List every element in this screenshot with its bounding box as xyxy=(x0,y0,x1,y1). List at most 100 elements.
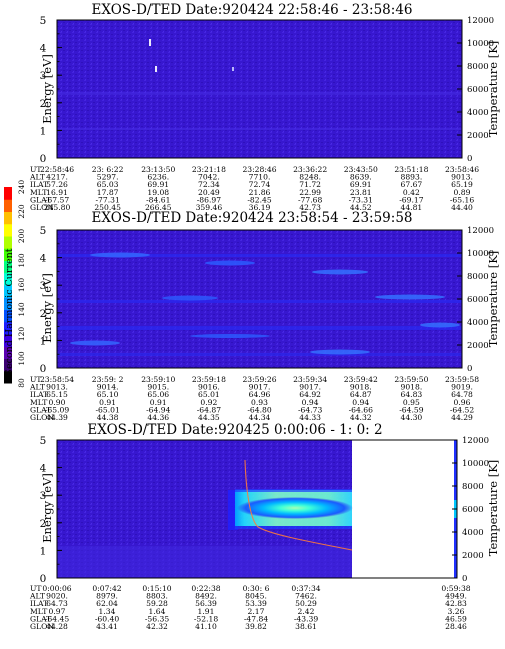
y-tick-label: 1 xyxy=(40,335,47,347)
panel-3-y-ticks: 0 1 2 3 4 5 xyxy=(40,435,62,585)
annotation-value: 65.10 xyxy=(97,390,119,399)
annotation-value: -69.17 xyxy=(399,195,423,204)
annotation-value: 38.61 xyxy=(295,622,317,631)
colorbar-swatches xyxy=(4,187,12,384)
annotation-value: 65.01 xyxy=(198,390,220,399)
annotation-value: 23:59:50 xyxy=(394,375,428,384)
colorbar-swatch xyxy=(4,236,12,249)
right-tick-label: 6000 xyxy=(462,505,484,515)
annotation-value: 23:59:18 xyxy=(192,375,226,384)
annotation-value: -64.94 xyxy=(146,405,170,414)
annotation-value: 9013. xyxy=(451,173,473,182)
panel-2-ylabel: Energy [eV] xyxy=(40,273,54,343)
annotation-value: 28.46 xyxy=(445,622,467,631)
annotation-value: 44.29 xyxy=(451,413,473,422)
colorbar-tick-label: 200 xyxy=(17,229,26,244)
colorbar-swatch xyxy=(4,346,12,359)
annotation-row-label: MLT xyxy=(30,398,47,407)
right-tick-label: 2000 xyxy=(467,131,489,141)
annotation-value: -47.84 xyxy=(244,614,268,623)
annotation-row-label: GLAT xyxy=(30,195,51,204)
colorbar-tick-label: 180 xyxy=(17,253,26,268)
colorbar-tick-label: 140 xyxy=(17,302,26,317)
panel-1: EXOS-D/TED Date:920424 22:58:46 - 23:58:… xyxy=(29,2,500,212)
annotation-value: 57.26 xyxy=(46,180,68,189)
panel-1-plot-area xyxy=(57,20,462,158)
right-tick-label: 12000 xyxy=(467,226,494,236)
colorbar-swatch xyxy=(4,370,12,384)
panel-1-y-ticks: 0 1 2 3 4 5 xyxy=(40,15,62,165)
annotation-value: 23:59:26 xyxy=(242,375,276,384)
annotation-value: -64.59 xyxy=(399,405,423,414)
right-tick-label: 10000 xyxy=(467,249,494,259)
annotation-value: 67.67 xyxy=(401,180,423,189)
annotation-value: 44.30 xyxy=(401,413,423,422)
annotation-value: 69.91 xyxy=(147,180,169,189)
colorbar-label: Second Harmonic Current xyxy=(4,248,15,375)
y-tick-label: 2 xyxy=(40,308,47,320)
annotation-row-label: ALT xyxy=(29,383,45,392)
right-tick-label: 4000 xyxy=(467,318,489,328)
annotation-row-label: UT xyxy=(30,375,41,384)
annotation-value: 71.72 xyxy=(299,180,321,189)
annotation-value: -64.73 xyxy=(298,405,322,414)
right-tick-label: 4000 xyxy=(467,108,489,118)
panel-2-right-ticks: 0 2000 4000 6000 8000 10000 12000 xyxy=(457,226,494,374)
annotation-value: -60.40 xyxy=(95,614,119,623)
panel-1-right-ticks: 0 2000 4000 6000 8000 10000 12000 xyxy=(457,16,494,164)
annotation-value: 59.28 xyxy=(146,599,168,608)
right-tick-label: 0 xyxy=(467,154,472,164)
right-tick-label: 0 xyxy=(467,364,472,374)
annotation-value: -84.61 xyxy=(146,195,170,204)
annotation-value: 1.91 xyxy=(198,607,215,616)
annotation-value: 46.59 xyxy=(445,614,467,623)
annotation-value: 7462. xyxy=(295,592,317,601)
annotation-value: 9015. xyxy=(147,383,169,392)
colorbar-ticks: 80 100 120 140 160 180 200 220 240 xyxy=(17,180,26,388)
y-tick-label: 2 xyxy=(40,518,47,530)
panel-3-ylabel-right: Temperature [K] xyxy=(486,460,500,557)
annotation-value: 44.34 xyxy=(249,413,271,422)
annotation-value: 23.81 xyxy=(350,188,372,197)
annotation-value: 9013. xyxy=(46,383,68,392)
annotation-value: 64.78 xyxy=(451,390,473,399)
panel-3-plot-features xyxy=(57,440,457,578)
colorbar-swatch xyxy=(4,285,12,298)
annotation-value: 9018. xyxy=(350,383,372,392)
right-tick-label: 12000 xyxy=(462,436,489,446)
annotation-value: 9020. xyxy=(46,592,68,601)
annotation-row-label: GLON xyxy=(30,413,54,422)
annotation-value: -77.68 xyxy=(298,195,322,204)
panel-3-right-ticks: 0 2000 4000 6000 8000 10000 12000 xyxy=(452,436,489,584)
annotation-row-label: GLON xyxy=(30,622,54,631)
annotation-value: 7042. xyxy=(198,173,220,182)
annotation-value: 21.86 xyxy=(249,188,271,197)
right-tick-label: 8000 xyxy=(462,482,484,492)
annotation-value: 0:00:06 xyxy=(42,584,71,593)
annotation-row-label: GLON xyxy=(30,203,54,212)
annotation-value: -67.57 xyxy=(45,195,69,204)
annotation-value: 16.91 xyxy=(46,188,68,197)
colorbar-tick-label: 100 xyxy=(17,351,26,366)
panel-3-ylabel: Energy [eV] xyxy=(40,473,54,543)
annotation-value: 64.83 xyxy=(401,390,423,399)
panel-2: EXOS-D/TED Date:920424 23:58:54 - 23:59:… xyxy=(29,210,500,422)
colorbar-swatch xyxy=(4,272,12,286)
annotation-value: -65.09 xyxy=(45,405,69,414)
panel-3-empty-area xyxy=(352,440,455,578)
annotation-value: 3.26 xyxy=(448,607,465,616)
colorbar-tick-label: 160 xyxy=(17,278,26,293)
annotation-value: 8803. xyxy=(146,592,168,601)
annotation-row-label: UT xyxy=(30,165,41,174)
annotation-value: 72.34 xyxy=(198,180,220,189)
annotation-row-label: ILAT xyxy=(30,390,48,399)
y-tick-label: 3 xyxy=(40,490,47,502)
annotation-value: -52.18 xyxy=(194,614,218,623)
annotation-value: 6236. xyxy=(147,173,169,182)
annotation-value: 0.96 xyxy=(454,398,471,407)
annotation-value: 0:07:42 xyxy=(92,584,121,593)
annotation-value: -77.31 xyxy=(95,195,119,204)
annotation-value: 44.36 xyxy=(147,413,169,422)
colorbar: 80 100 120 140 160 180 200 220 240 Second Harmon… xyxy=(4,180,26,388)
annotation-value: 39.82 xyxy=(245,622,267,631)
